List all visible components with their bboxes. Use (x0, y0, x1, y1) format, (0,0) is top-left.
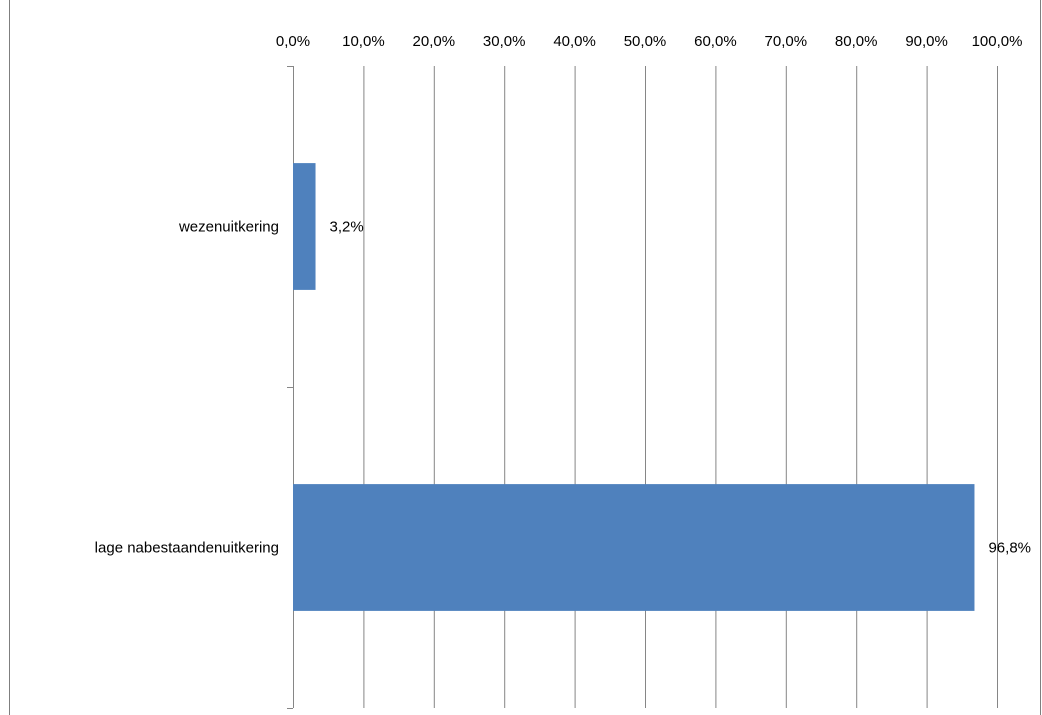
x-tick-label: 30,0% (483, 33, 526, 50)
x-tick-label: 10,0% (342, 33, 385, 50)
x-tick-label: 20,0% (413, 33, 456, 50)
data-label: 3,2% (330, 219, 364, 236)
bars (293, 163, 975, 611)
category-label: lage nabestaandenuitkering (95, 540, 279, 557)
x-tick-label: 60,0% (694, 33, 737, 50)
data-label: 96,8% (988, 540, 1031, 557)
bar (293, 163, 316, 290)
x-tick-label: 50,0% (624, 33, 667, 50)
category-axis (287, 66, 294, 709)
x-tick-label: 80,0% (835, 33, 878, 50)
x-tick-label: 40,0% (553, 33, 596, 50)
x-tick-label: 90,0% (905, 33, 948, 50)
gridlines (363, 66, 998, 708)
x-tick-label: 70,0% (765, 33, 808, 50)
labels: 0,0% 10,0% 20,0% 30,0% 40,0% 50,0% 60,0% 70,0% 8… (95, 33, 1031, 557)
x-tick-label: 0,0% (276, 33, 310, 50)
bar (293, 484, 975, 611)
category-label: wezenuitkering (178, 219, 279, 236)
x-tick-label: 100,0% (972, 33, 1023, 50)
